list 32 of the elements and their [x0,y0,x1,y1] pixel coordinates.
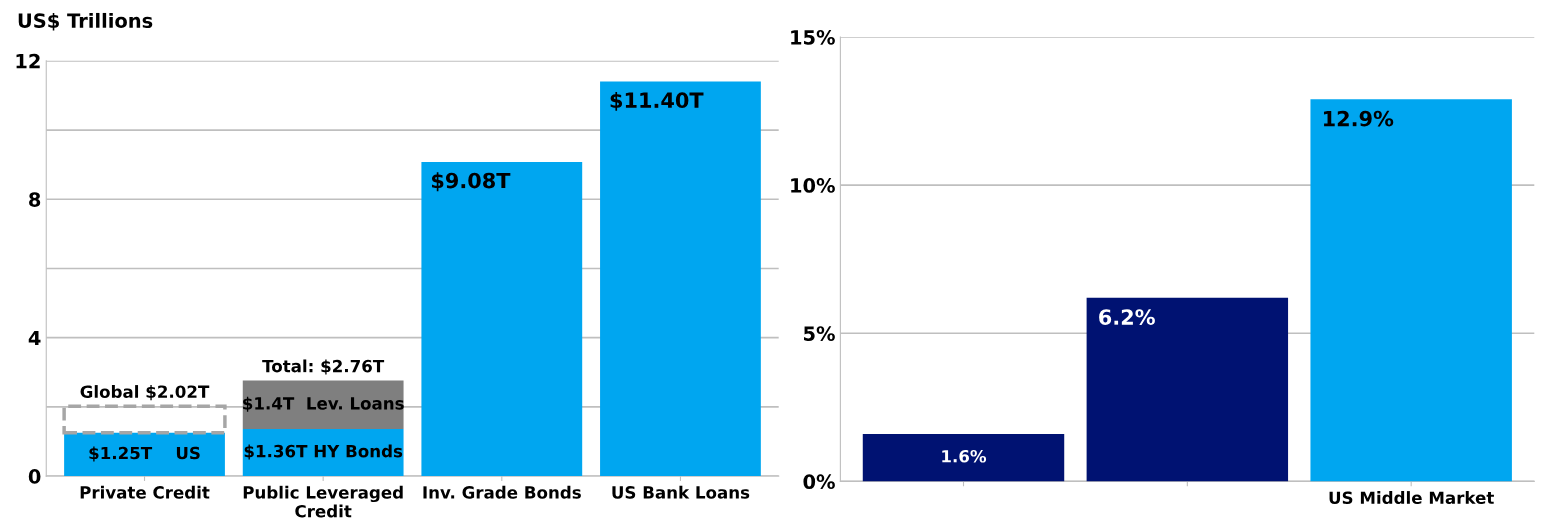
data-label: $1.4T Lev. Loans [243,396,404,412]
y-tick-label: 4 [28,330,41,346]
bar [242,429,404,477]
bar [64,432,225,477]
x-tick-label: Public Leveraged Credit [243,485,403,518]
bar [421,161,583,477]
data-label: 1.6% [942,449,987,463]
data-label: $1.25T US [89,446,200,462]
bar [242,380,404,430]
x-tick-label: Inv. Grade Bonds [423,485,581,499]
y-tick-label: 5% [804,326,835,341]
bar [600,81,761,477]
y-axis-title: US$ Trillions [18,12,153,31]
x-tick-label: US Bank Loans [612,485,750,499]
bar [862,433,1065,482]
data-label: $1.36T HY Bonds [244,444,403,460]
annotation: Global $2.02T [80,385,210,401]
y-tick-label: 0 [28,469,41,484]
y-tick-label: 10% [791,178,835,193]
bar [1086,297,1289,482]
data-label: $11.40T [610,91,704,111]
x-tick-label: Private Credit [80,485,210,499]
annotation: Total: $2.76T [262,359,385,375]
data-label: $9.08T [431,172,511,192]
y-tick-label: 0% [803,474,835,490]
data-label: 6.2% [1099,309,1155,325]
y-tick-label: 15% [791,29,835,45]
y-tick-label: 12 [16,53,40,69]
y-tick-label: 8 [29,192,41,207]
bar [1310,99,1512,482]
data-label: 12.9% [1323,110,1394,127]
x-tick-label: US Middle Market [1329,491,1494,505]
